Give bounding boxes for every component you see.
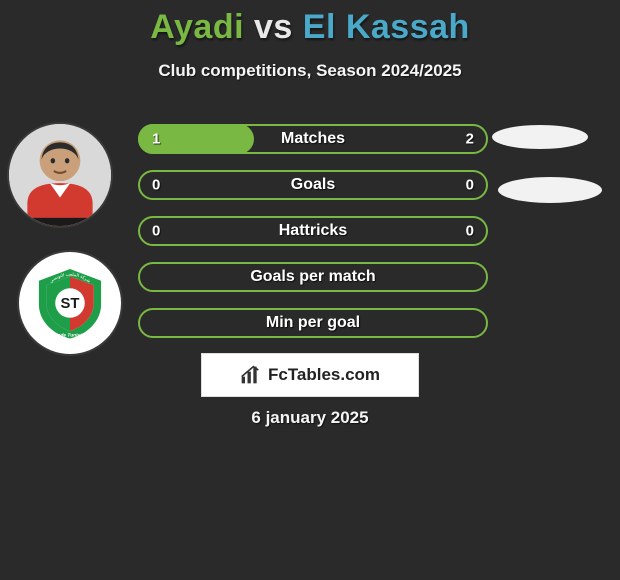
stat-value-left: 0 <box>152 223 160 240</box>
brand-label: FcTables.com <box>268 365 380 385</box>
svg-text:ST: ST <box>61 296 80 312</box>
subtitle: Club competitions, Season 2024/2025 <box>0 61 620 81</box>
stat-row: Min per goal <box>138 308 488 338</box>
stat-label: Matches <box>281 130 345 148</box>
page-title: Ayadi vs El Kassah <box>0 0 620 47</box>
stat-label: Min per goal <box>266 314 360 332</box>
stats-container: 1 2 Matches 0 0 Goals 0 0 Hattricks Goals per mat… <box>138 124 488 354</box>
bar-chart-icon <box>240 365 260 385</box>
stat-value-right: 0 <box>466 177 474 194</box>
stat-row: 1 2 Matches <box>138 124 488 154</box>
stat-row: 0 0 Hattricks <box>138 216 488 246</box>
title-vs: vs <box>254 8 293 46</box>
player2-club-badge: ST شركة الملعب التونسي Stade Tunisien <box>19 252 121 354</box>
decorative-ellipse-1 <box>492 125 588 149</box>
stat-value-left: 1 <box>152 131 160 148</box>
stat-label: Hattricks <box>279 222 347 240</box>
decorative-ellipse-2 <box>498 177 602 203</box>
svg-text:Stade Tunisien: Stade Tunisien <box>53 332 87 338</box>
stat-label: Goals per match <box>250 268 375 286</box>
title-player2: El Kassah <box>303 8 470 46</box>
title-player1: Ayadi <box>150 8 244 46</box>
player1-avatar-icon <box>9 124 111 226</box>
club-badge-icon: ST شركة الملعب التونسي Stade Tunisien <box>33 266 107 340</box>
stat-row: Goals per match <box>138 262 488 292</box>
comparison-card: Ayadi vs El Kassah Club competitions, Se… <box>0 0 620 580</box>
stat-label: Goals <box>291 176 335 194</box>
date-label: 6 january 2025 <box>0 408 620 428</box>
player1-avatar <box>9 124 111 226</box>
stat-value-right: 0 <box>466 223 474 240</box>
stat-row: 0 0 Goals <box>138 170 488 200</box>
brand-box[interactable]: FcTables.com <box>201 353 419 397</box>
stat-value-right: 2 <box>466 131 474 148</box>
stat-value-left: 0 <box>152 177 160 194</box>
